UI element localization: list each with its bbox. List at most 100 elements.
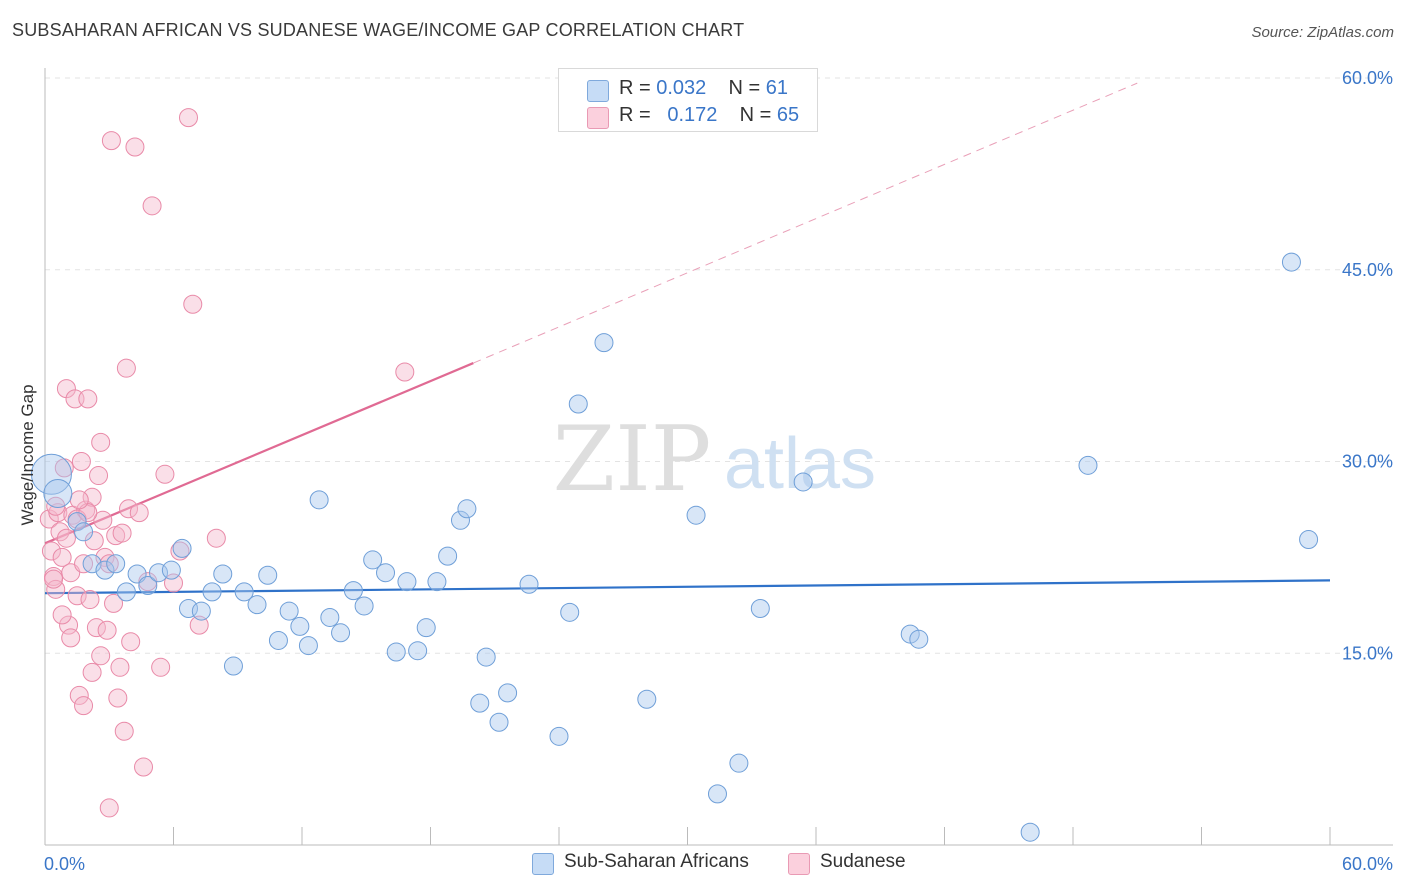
subsaharan-point [320,607,340,627]
subsaharan-point [223,656,243,676]
axes [44,68,1393,846]
sudanese-point [125,137,145,157]
subsaharan-point [67,512,87,532]
subsaharan-point [1281,252,1301,272]
subsaharan-points [30,252,1319,842]
sudanese-point [121,632,141,652]
subsaharan-point [30,453,72,495]
subsaharan-point [343,581,363,601]
source-label: Source: ZipAtlas.com [1251,24,1394,41]
subsaharan-point [637,689,657,709]
sudanese-point [151,657,171,677]
subsaharan-point [354,596,374,616]
subsaharan-point [1078,455,1098,475]
subsaharan-point [172,538,192,558]
sudanese-point [80,590,100,610]
sudanese-point [78,389,98,409]
subsaharan-point [363,550,383,570]
subsaharan-point [489,712,509,732]
sudanese-point [99,798,119,818]
sudanese-point [69,685,89,705]
sudanese-point [52,547,72,567]
y-tick-label: 30.0% [1342,452,1393,472]
subsaharan-point [408,641,428,661]
subsaharan-point [202,582,222,602]
subsaharan-point [793,472,813,492]
sudanese-point [56,528,76,548]
correlation-legend: R = 0.032 N = 61 R = 0.172 N = 65 [558,68,818,132]
subsaharan-point [568,394,588,414]
sudanese-point [170,541,190,561]
subsaharan-point [438,546,458,566]
sudanese-point [46,496,66,516]
y-tick-label: 45.0% [1342,260,1393,280]
sudanese-point [183,294,203,314]
sudanese-point [395,362,415,382]
subsaharan-point [258,565,278,585]
x-tick-label: 0.0% [44,854,85,874]
trend-lines [44,82,1331,595]
subsaharan-point [331,623,351,643]
sudanese-point [71,452,91,471]
subsaharan-point [909,629,929,649]
sudanese-point [206,528,226,548]
bottom-legend-label: Sub-Saharan Africans [564,851,749,872]
legend-n-label: N = [728,77,761,99]
legend-r-value: 0.032 [656,77,707,99]
sudanese-point [104,593,124,613]
bottom-legend-label: Sudanese [820,851,906,872]
subsaharan-point [560,602,580,622]
subsaharan-point [161,560,181,580]
subsaharan-point [729,753,749,773]
sudanese-point [142,196,162,216]
bottom-legend-swatch-pink [788,853,810,875]
subsaharan-point [470,693,490,713]
subsaharan-point [191,601,211,621]
watermark: ZIP atlas [553,407,876,512]
trend-line [44,579,1331,595]
subsaharan-point [95,560,115,580]
subsaharan-point [298,636,318,656]
subsaharan-point [1299,529,1319,549]
legend-r-value: 0.172 [667,104,718,126]
sudanese-point [112,523,132,543]
sudanese-point [129,503,149,523]
sudanese-point [114,721,134,741]
sudanese-point [110,657,130,677]
subsaharan-point [549,726,569,746]
sudanese-point [67,586,87,606]
subsaharan-point [268,630,288,650]
subsaharan-point [247,595,267,615]
subsaharan-point [594,333,614,353]
sudanese-point [91,646,111,666]
sudanese-point [189,615,209,635]
sudanese-point [134,757,154,777]
legend-r-label: R = [619,104,651,126]
watermark-zip: ZIP [553,407,712,512]
subsaharan-point [116,582,136,602]
subsaharan-point [1020,822,1040,842]
subsaharan-point [213,564,233,584]
subsaharan-point [309,490,329,510]
subsaharan-point [397,572,417,592]
sudanese-point [101,131,121,151]
legend-n-label: N = [739,104,772,126]
subsaharan-point [457,499,477,519]
sudanese-point [74,696,94,716]
sudanese-point [116,358,136,378]
x-tick-label: 60.0% [1342,854,1393,874]
sudanese-point [61,628,81,648]
subsaharan-point [476,647,496,667]
subsaharan-point [427,572,447,592]
sudanese-point [93,510,113,530]
subsaharan-point [750,599,770,619]
subsaharan-point [519,574,539,594]
legend-swatch-pink [587,107,609,129]
y-tick-label: 60.0% [1342,68,1393,88]
subsaharan-point [279,601,299,621]
subsaharan-point [450,510,470,530]
legend-r-label: R = [619,77,651,99]
sudanese-point [97,620,117,640]
chart-title: SUBSAHARAN AFRICAN VS SUDANESE WAGE/INCO… [12,20,745,40]
